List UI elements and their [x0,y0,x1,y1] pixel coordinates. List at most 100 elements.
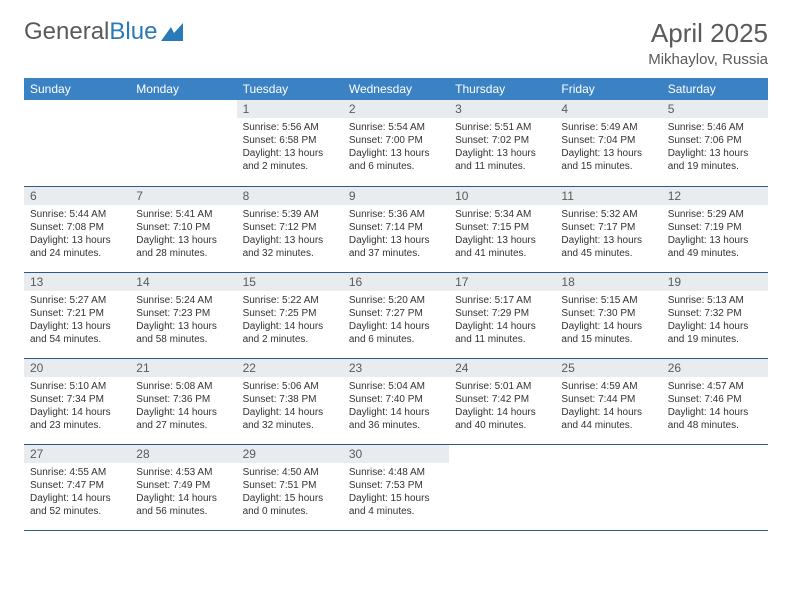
day-data: Sunrise: 5:10 AMSunset: 7:34 PMDaylight:… [24,377,130,438]
calendar-cell: 13Sunrise: 5:27 AMSunset: 7:21 PMDayligh… [24,272,130,358]
day-data: Sunrise: 5:13 AMSunset: 7:32 PMDaylight:… [662,291,768,352]
calendar-cell: 4Sunrise: 5:49 AMSunset: 7:04 PMDaylight… [555,100,661,186]
calendar-cell: 23Sunrise: 5:04 AMSunset: 7:40 PMDayligh… [343,358,449,444]
calendar-cell: 27Sunrise: 4:55 AMSunset: 7:47 PMDayligh… [24,444,130,530]
day-data: Sunrise: 4:57 AMSunset: 7:46 PMDaylight:… [662,377,768,438]
day-number: 30 [343,445,449,463]
day-number: 1 [237,100,343,118]
day-number: 28 [130,445,236,463]
calendar-cell: 17Sunrise: 5:17 AMSunset: 7:29 PMDayligh… [449,272,555,358]
day-number: 17 [449,273,555,291]
day-data: Sunrise: 4:59 AMSunset: 7:44 PMDaylight:… [555,377,661,438]
calendar-row: 20Sunrise: 5:10 AMSunset: 7:34 PMDayligh… [24,358,768,444]
day-number: 11 [555,187,661,205]
calendar-cell: 2Sunrise: 5:54 AMSunset: 7:00 PMDaylight… [343,100,449,186]
day-number: 19 [662,273,768,291]
day-data: Sunrise: 5:41 AMSunset: 7:10 PMDaylight:… [130,205,236,266]
weekday-header: Tuesday [237,78,343,100]
calendar-cell: 21Sunrise: 5:08 AMSunset: 7:36 PMDayligh… [130,358,236,444]
day-number: 23 [343,359,449,377]
calendar-cell-empty [662,444,768,530]
weekday-header: Thursday [449,78,555,100]
calendar-cell: 24Sunrise: 5:01 AMSunset: 7:42 PMDayligh… [449,358,555,444]
calendar-cell: 10Sunrise: 5:34 AMSunset: 7:15 PMDayligh… [449,186,555,272]
location: Mikhaylov, Russia [648,51,768,68]
weekday-row: SundayMondayTuesdayWednesdayThursdayFrid… [24,78,768,100]
calendar-cell: 8Sunrise: 5:39 AMSunset: 7:12 PMDaylight… [237,186,343,272]
calendar-cell: 1Sunrise: 5:56 AMSunset: 6:58 PMDaylight… [237,100,343,186]
day-number: 4 [555,100,661,118]
calendar-row: 27Sunrise: 4:55 AMSunset: 7:47 PMDayligh… [24,444,768,530]
day-data: Sunrise: 5:32 AMSunset: 7:17 PMDaylight:… [555,205,661,266]
day-data: Sunrise: 5:51 AMSunset: 7:02 PMDaylight:… [449,118,555,179]
day-data: Sunrise: 4:53 AMSunset: 7:49 PMDaylight:… [130,463,236,524]
day-number: 6 [24,187,130,205]
day-number: 3 [449,100,555,118]
day-number: 22 [237,359,343,377]
day-data: Sunrise: 5:17 AMSunset: 7:29 PMDaylight:… [449,291,555,352]
title-block: April 2025 Mikhaylov, Russia [648,18,768,68]
calendar-cell: 26Sunrise: 4:57 AMSunset: 7:46 PMDayligh… [662,358,768,444]
day-number: 7 [130,187,236,205]
logo-part2: Blue [109,18,157,45]
weekday-header: Sunday [24,78,130,100]
calendar-cell: 22Sunrise: 5:06 AMSunset: 7:38 PMDayligh… [237,358,343,444]
day-data: Sunrise: 5:04 AMSunset: 7:40 PMDaylight:… [343,377,449,438]
weekday-header: Saturday [662,78,768,100]
calendar-cell: 9Sunrise: 5:36 AMSunset: 7:14 PMDaylight… [343,186,449,272]
day-number: 20 [24,359,130,377]
calendar-cell-empty [24,100,130,186]
day-number: 26 [662,359,768,377]
calendar-cell: 12Sunrise: 5:29 AMSunset: 7:19 PMDayligh… [662,186,768,272]
day-data: Sunrise: 5:27 AMSunset: 7:21 PMDaylight:… [24,291,130,352]
calendar-cell: 6Sunrise: 5:44 AMSunset: 7:08 PMDaylight… [24,186,130,272]
calendar-cell: 7Sunrise: 5:41 AMSunset: 7:10 PMDaylight… [130,186,236,272]
logo: GeneralBlue [24,18,183,46]
day-data: Sunrise: 5:46 AMSunset: 7:06 PMDaylight:… [662,118,768,179]
day-data: Sunrise: 5:36 AMSunset: 7:14 PMDaylight:… [343,205,449,266]
calendar-cell-empty [555,444,661,530]
day-data: Sunrise: 5:22 AMSunset: 7:25 PMDaylight:… [237,291,343,352]
day-number: 12 [662,187,768,205]
day-data: Sunrise: 5:34 AMSunset: 7:15 PMDaylight:… [449,205,555,266]
header: GeneralBlue April 2025 Mikhaylov, Russia [24,18,768,68]
triangle-icon [161,23,183,41]
day-number: 10 [449,187,555,205]
logo-text: GeneralBlue [24,18,157,46]
calendar-body: 1Sunrise: 5:56 AMSunset: 6:58 PMDaylight… [24,100,768,530]
month-title: April 2025 [648,18,768,49]
calendar-cell: 25Sunrise: 4:59 AMSunset: 7:44 PMDayligh… [555,358,661,444]
day-data: Sunrise: 4:50 AMSunset: 7:51 PMDaylight:… [237,463,343,524]
calendar-cell-empty [449,444,555,530]
day-data: Sunrise: 5:20 AMSunset: 7:27 PMDaylight:… [343,291,449,352]
calendar-cell: 15Sunrise: 5:22 AMSunset: 7:25 PMDayligh… [237,272,343,358]
calendar-cell: 30Sunrise: 4:48 AMSunset: 7:53 PMDayligh… [343,444,449,530]
calendar-cell: 19Sunrise: 5:13 AMSunset: 7:32 PMDayligh… [662,272,768,358]
calendar-cell-empty [130,100,236,186]
day-data: Sunrise: 5:06 AMSunset: 7:38 PMDaylight:… [237,377,343,438]
day-data: Sunrise: 5:39 AMSunset: 7:12 PMDaylight:… [237,205,343,266]
calendar-cell: 29Sunrise: 4:50 AMSunset: 7:51 PMDayligh… [237,444,343,530]
calendar-cell: 18Sunrise: 5:15 AMSunset: 7:30 PMDayligh… [555,272,661,358]
day-data: Sunrise: 5:44 AMSunset: 7:08 PMDaylight:… [24,205,130,266]
day-data: Sunrise: 4:55 AMSunset: 7:47 PMDaylight:… [24,463,130,524]
day-number: 24 [449,359,555,377]
calendar-cell: 14Sunrise: 5:24 AMSunset: 7:23 PMDayligh… [130,272,236,358]
day-number: 29 [237,445,343,463]
day-number: 9 [343,187,449,205]
calendar-row: 6Sunrise: 5:44 AMSunset: 7:08 PMDaylight… [24,186,768,272]
day-data: Sunrise: 5:56 AMSunset: 6:58 PMDaylight:… [237,118,343,179]
day-number: 8 [237,187,343,205]
day-number: 16 [343,273,449,291]
day-number: 5 [662,100,768,118]
calendar-row: 13Sunrise: 5:27 AMSunset: 7:21 PMDayligh… [24,272,768,358]
day-data: Sunrise: 5:54 AMSunset: 7:00 PMDaylight:… [343,118,449,179]
weekday-header: Friday [555,78,661,100]
logo-part1: General [24,18,109,45]
calendar-cell: 3Sunrise: 5:51 AMSunset: 7:02 PMDaylight… [449,100,555,186]
day-data: Sunrise: 5:49 AMSunset: 7:04 PMDaylight:… [555,118,661,179]
day-number: 15 [237,273,343,291]
calendar-cell: 28Sunrise: 4:53 AMSunset: 7:49 PMDayligh… [130,444,236,530]
day-data: Sunrise: 5:29 AMSunset: 7:19 PMDaylight:… [662,205,768,266]
day-number: 21 [130,359,236,377]
